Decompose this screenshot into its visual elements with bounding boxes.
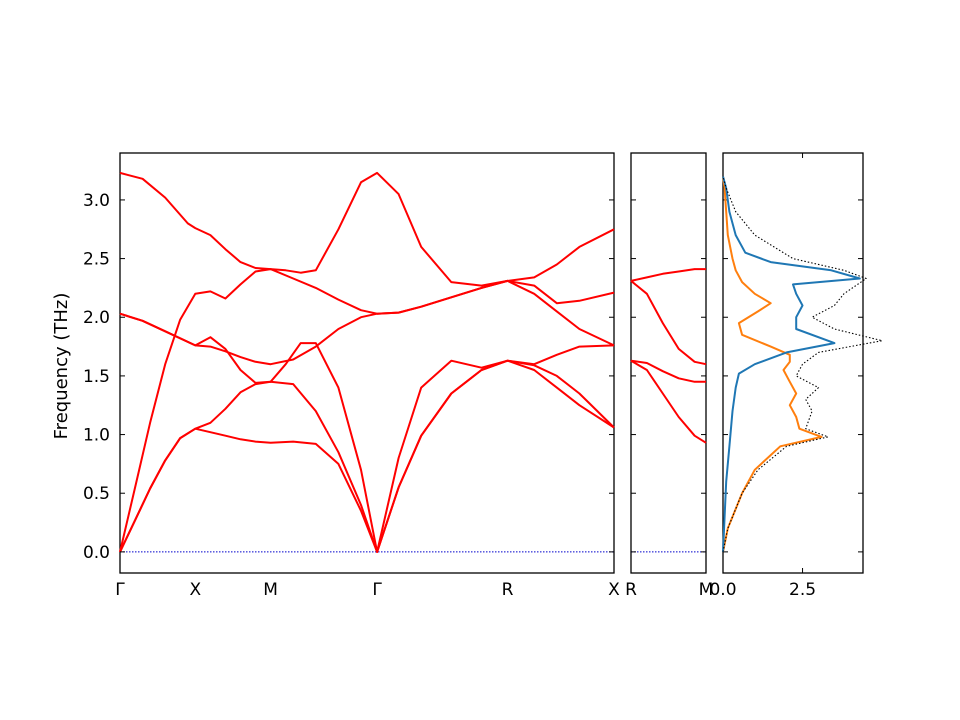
y-tick-label: 0.5	[83, 484, 110, 504]
k-point-label: X	[608, 580, 620, 600]
k-point-label: X	[189, 580, 201, 600]
phonon-band-3	[630, 280, 707, 366]
k-point-label: Γ	[372, 580, 382, 600]
y-tick-label: 3.0	[83, 191, 110, 211]
phonon-band-2	[630, 359, 706, 383]
y-tick-label: 2.0	[83, 308, 110, 328]
k-point-label: M	[263, 580, 278, 600]
phonon-band-1	[630, 359, 707, 444]
y-axis-label: Frequency (THz)	[51, 293, 72, 440]
dos-panel: 0.0 2.5	[709, 152, 883, 600]
y-tick-label: 1.0	[83, 426, 110, 446]
phonon-band-4	[630, 268, 706, 282]
k-point-label: R	[625, 580, 637, 600]
phonon-band-6	[119, 171, 615, 315]
plot-frame	[119, 152, 615, 574]
phonon-band-5	[119, 279, 615, 366]
phonon-band-4	[119, 312, 615, 553]
plot-frame	[630, 152, 707, 574]
phonon-band-2	[119, 359, 615, 553]
y-tick-label: 1.5	[83, 367, 110, 387]
k-point-label: R	[502, 580, 514, 600]
k-point-label: Γ	[115, 580, 125, 600]
k-point-label: M	[699, 580, 714, 600]
x-tick-label: 2.5	[789, 580, 816, 600]
dos-series-2	[722, 176, 861, 552]
dos-series-3	[722, 176, 883, 553]
y-tick-label: 0.0	[83, 543, 110, 563]
y-tick-label: 2.5	[83, 250, 110, 270]
band-structure-panel: Γ X M Γ R X 0.0 0.5 1.0 1.5 2.0 2.5 3.0	[83, 152, 620, 600]
dos-series-1	[722, 176, 823, 553]
x-tick-label: 0.0	[709, 580, 736, 600]
plot-frame	[722, 152, 864, 574]
